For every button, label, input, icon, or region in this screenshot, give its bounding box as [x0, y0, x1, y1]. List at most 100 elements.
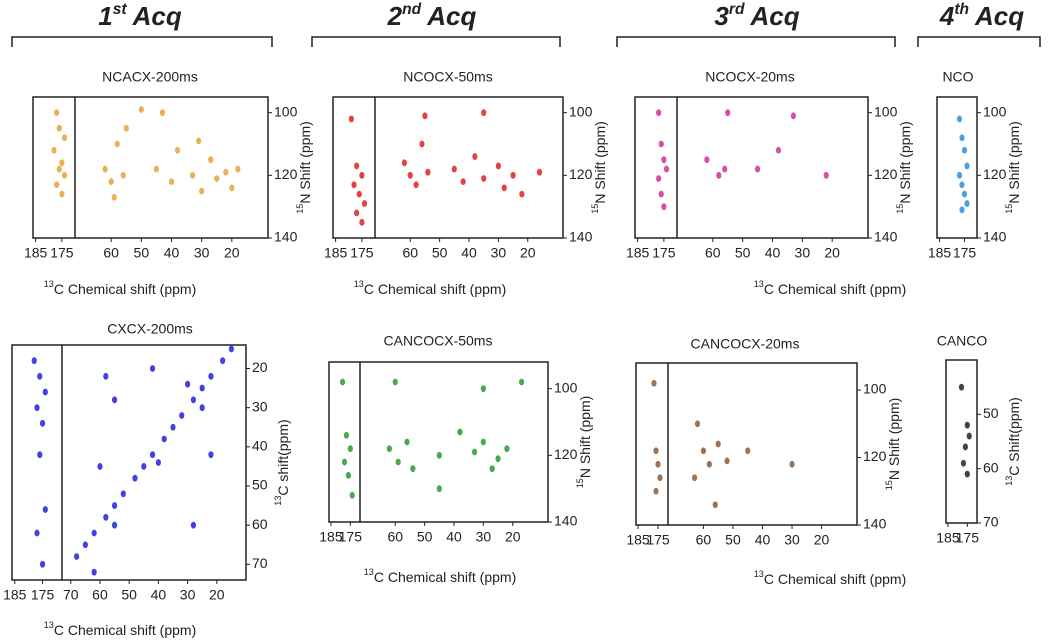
y-tick-label: 120 — [983, 166, 1007, 182]
peak — [964, 421, 970, 429]
peak — [120, 490, 126, 498]
peak — [656, 175, 662, 182]
peak — [229, 184, 235, 192]
y-tick-label: 120 — [569, 166, 593, 182]
x-tick-label: 185 — [626, 532, 650, 548]
peak — [354, 209, 360, 217]
y-tick-label: 140 — [274, 229, 298, 245]
y-tick-label: 100 — [983, 103, 1007, 119]
peak — [208, 451, 214, 459]
x-tick-label: 70 — [63, 587, 79, 603]
peak — [472, 153, 478, 160]
peak — [961, 146, 968, 154]
label: 15N Shift (ppm) — [575, 396, 592, 489]
x-tick-label: 20 — [224, 245, 240, 261]
peak — [460, 178, 466, 186]
plot-frame — [635, 362, 858, 526]
peak — [343, 431, 350, 439]
y-tick-label: 140 — [863, 516, 887, 532]
y-tick-label: 100 — [569, 103, 593, 119]
peak — [962, 443, 968, 451]
y-tick-label: 120 — [274, 166, 298, 182]
peak — [91, 529, 97, 537]
peak — [111, 521, 118, 529]
peak — [706, 460, 712, 468]
acq-header: 4th Acq — [939, 1, 1024, 31]
acq-header: 3rd Acq — [714, 1, 799, 31]
plot-frame — [328, 361, 549, 523]
label: 13C Chemical shift (ppm) — [754, 279, 907, 296]
peak — [789, 460, 795, 468]
panel-title: NCACX-200ms — [102, 69, 198, 85]
x-tick-label: 175 — [350, 245, 374, 261]
header-text: Acq — [749, 1, 799, 31]
peak — [82, 541, 88, 549]
peak — [436, 485, 442, 493]
peak — [354, 162, 360, 170]
x-tick-label: 20 — [520, 245, 536, 261]
x-tick-label: 175 — [953, 245, 977, 261]
bracket — [11, 36, 273, 47]
peak — [745, 447, 751, 455]
peak — [37, 372, 43, 380]
label-text: C Shift(ppm) — [1006, 397, 1022, 476]
panel-title: CANCOCX-20ms — [691, 336, 800, 352]
y-tick-label: 50 — [252, 477, 268, 493]
peak — [413, 181, 419, 189]
header-number: 2 — [387, 1, 403, 31]
header-text: Acq — [974, 1, 1024, 31]
peak — [155, 459, 161, 466]
peak — [959, 134, 965, 142]
peak — [959, 206, 965, 214]
x-tick-label: 30 — [784, 532, 800, 548]
peak — [653, 447, 659, 455]
label: 15N Shift (ppm) — [884, 398, 901, 491]
x-tick-label: 30 — [795, 245, 811, 261]
peak — [345, 471, 351, 479]
x-tick-label: 175 — [339, 529, 363, 545]
peak — [651, 379, 657, 387]
x-tick-label: 185 — [324, 245, 348, 261]
peak — [495, 162, 501, 170]
x-tick-label: 50 — [725, 532, 741, 548]
x-tick-label: 30 — [180, 587, 196, 603]
peak — [199, 404, 205, 412]
peak — [199, 384, 205, 392]
peak — [168, 178, 175, 186]
peak — [56, 165, 62, 173]
peak — [790, 112, 796, 120]
peak — [111, 502, 118, 509]
peak — [39, 560, 46, 568]
label-text: N Shift (ppm) — [592, 121, 608, 203]
superscript: 15 — [895, 204, 905, 214]
peak — [961, 190, 968, 198]
label: 15N Shift (ppm) — [295, 121, 312, 214]
peak — [422, 112, 428, 120]
x-tick-label: 60 — [705, 245, 721, 261]
y-tick-label: 70 — [983, 514, 999, 530]
peak — [34, 529, 40, 537]
peak — [159, 109, 166, 117]
label-text: N Shift (ppm) — [1006, 121, 1022, 203]
peak — [149, 365, 156, 372]
label: 13C shift(ppm) — [273, 419, 290, 505]
peak — [425, 168, 431, 176]
header-suffix: th — [954, 1, 969, 18]
plot-frame — [634, 96, 869, 239]
y-tick-label: 60 — [983, 459, 999, 475]
header-suffix: rd — [729, 1, 745, 18]
peak — [37, 451, 43, 459]
superscript: 13 — [44, 620, 54, 630]
y-tick-label: 140 — [554, 513, 578, 529]
peak — [655, 460, 661, 468]
superscript: 13 — [754, 279, 764, 289]
peak — [356, 190, 362, 198]
bracket — [917, 36, 1041, 47]
peak — [190, 396, 197, 404]
x-tick-label: 40 — [755, 532, 771, 548]
label-text: C Chemical shift (ppm) — [374, 569, 516, 585]
x-tick-label: 50 — [134, 245, 150, 261]
x-tick-label: 185 — [928, 245, 952, 261]
x-tick-label: 60 — [103, 245, 119, 261]
